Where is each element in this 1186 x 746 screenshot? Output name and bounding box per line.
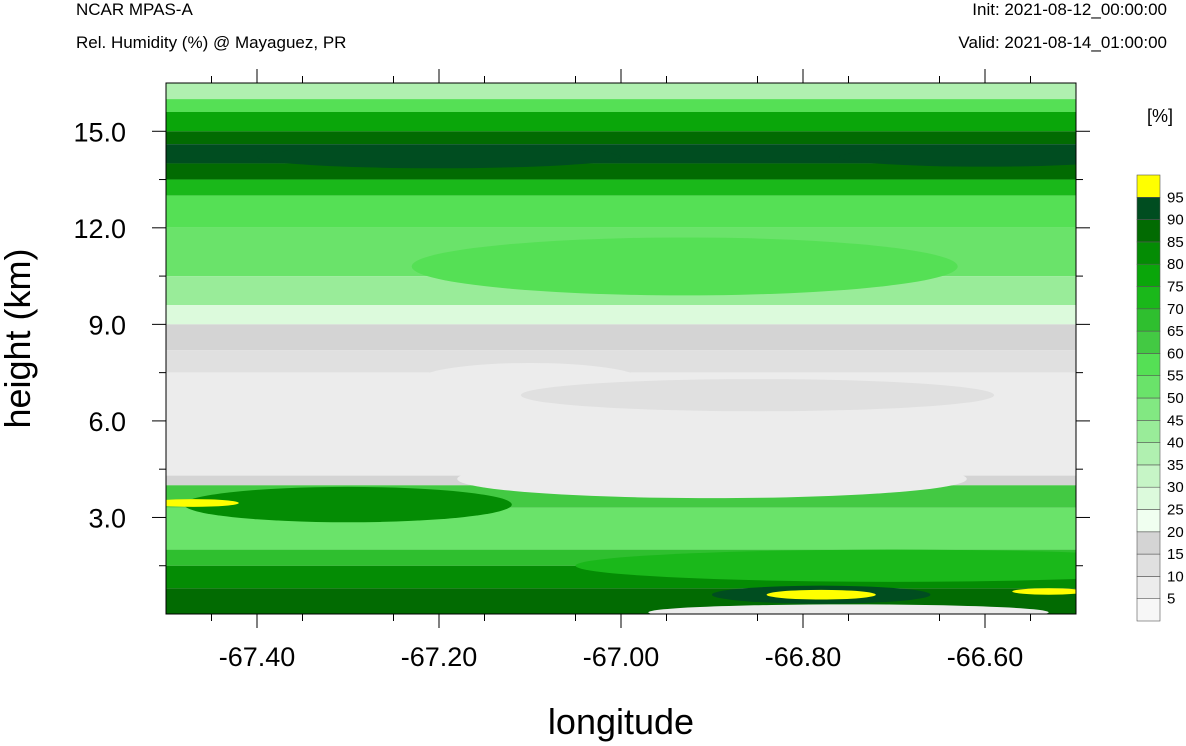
colorbar-box [1136, 263, 1161, 287]
colorbar-box [1136, 197, 1161, 220]
colorbar-label: 65 [1167, 323, 1184, 340]
colorbar-unit: [%] [1147, 106, 1173, 126]
rh-feature [520, 379, 995, 412]
y-tick-label: 3.0 [88, 503, 126, 533]
colorbar-label: 30 [1167, 479, 1184, 496]
rh-band [166, 111, 1076, 132]
rh-feature [766, 589, 876, 600]
rh-feature [575, 549, 1076, 582]
colorbar-box [1136, 486, 1161, 510]
rh-feature [648, 604, 1049, 614]
colorbar-label: 60 [1167, 345, 1184, 362]
plot-axes: -67.40 -67.20 -67.00 -66.80 -66.60 3.0 6.0 9.0 1… [0, 69, 1090, 742]
colorbar-box [1136, 375, 1161, 399]
colorbar-label: 50 [1167, 390, 1184, 407]
colorbar-label: 85 [1167, 234, 1184, 251]
rh-band [166, 99, 1076, 112]
colorbar-label: 25 [1167, 502, 1184, 519]
rh-band [166, 305, 1076, 325]
colorbar-box [1136, 442, 1161, 466]
colorbar-box [1136, 553, 1161, 577]
colorbar-box [1136, 219, 1161, 243]
rh-field [166, 83, 1076, 614]
y-axis-title: height (km) [0, 248, 38, 428]
colorbar-label: 75 [1167, 279, 1184, 296]
x-axis-title: longitude [548, 701, 694, 742]
x-tick-label: -67.20 [401, 642, 478, 672]
colorbar-box [1136, 330, 1161, 354]
rh-feature [184, 486, 512, 523]
x-tick-label: -66.60 [947, 642, 1024, 672]
colorbar-box [1136, 308, 1161, 332]
colorbar-label: 45 [1167, 412, 1184, 429]
rh-feature [166, 499, 239, 507]
y-tick-label: 9.0 [88, 310, 126, 340]
x-tick-label: -66.80 [765, 642, 842, 672]
colorbar-box [1136, 353, 1161, 376]
colorbar-label: 20 [1167, 524, 1184, 541]
chart-subtitle: Rel. Humidity (%) @ Mayaguez, PR [76, 33, 347, 52]
rh-feature [257, 145, 621, 169]
y-tick-label: 6.0 [88, 407, 126, 437]
colorbar-label: 95 [1167, 189, 1184, 206]
colorbar-box [1136, 286, 1161, 310]
rh-feature [1012, 588, 1076, 595]
colorbar-label: 15 [1167, 546, 1184, 563]
colorbar-box [1136, 464, 1161, 488]
x-tick-label: -67.40 [219, 642, 296, 672]
model-title: NCAR MPAS-A [76, 0, 193, 19]
rh-feature [839, 147, 1076, 167]
colorbar-label: 90 [1167, 212, 1184, 229]
colorbar-box [1136, 419, 1161, 443]
rh-band [166, 83, 1076, 100]
colorbar-label: 10 [1167, 568, 1184, 585]
rh-band [166, 195, 1076, 228]
colorbar-box [1136, 174, 1161, 198]
rh-band [166, 350, 1076, 373]
colorbar-box [1136, 531, 1161, 555]
colorbar: 5 10 15 20 25 30 35 40 45 50 55 60 65 70 75 80 85 90 95 [%] [1136, 106, 1184, 622]
colorbar-label: 55 [1167, 368, 1184, 385]
colorbar-box [1136, 241, 1161, 265]
colorbar-label: 5 [1167, 591, 1175, 608]
colorbar-box [1136, 509, 1161, 533]
y-tick-label: 12.0 [73, 214, 126, 244]
colorbar-box [1136, 397, 1161, 421]
valid-time: Valid: 2021-08-14_01:00:00 [958, 33, 1167, 52]
colorbar-box [1136, 576, 1161, 600]
colorbar-label: 35 [1167, 457, 1184, 474]
x-tick-label: -67.00 [583, 642, 660, 672]
init-time: Init: 2021-08-12_00:00:00 [972, 0, 1167, 19]
colorbar-label: 70 [1167, 301, 1184, 318]
rh-band [166, 179, 1076, 196]
colorbar-box [1136, 598, 1161, 622]
rh-feature [457, 459, 967, 499]
y-tick-label: 15.0 [73, 117, 126, 147]
rh-band [166, 131, 1076, 145]
rh-band [166, 324, 1076, 351]
rh-feature [411, 237, 958, 296]
colorbar-label: 80 [1167, 256, 1184, 273]
colorbar-label: 40 [1167, 435, 1184, 452]
